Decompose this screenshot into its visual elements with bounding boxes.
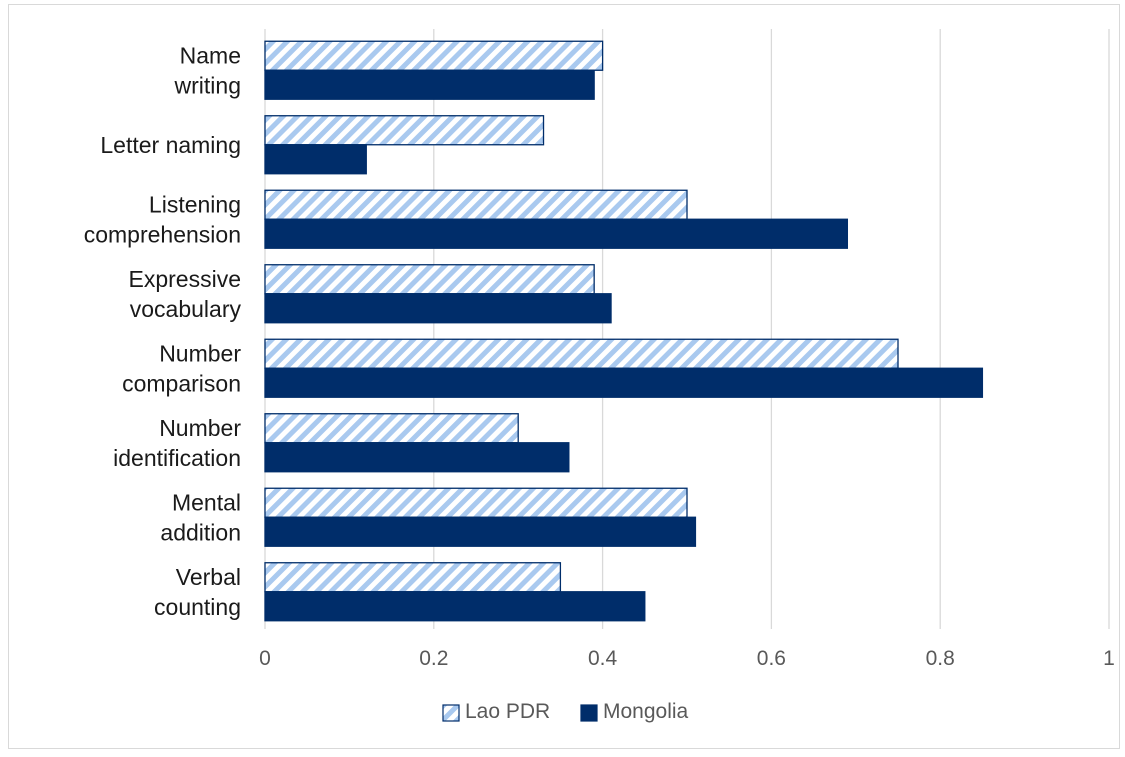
category-labels: Name writing Letter naming Listening compreh… [84,42,242,620]
category-label: Number comparison [122,340,241,396]
bars [264,40,984,622]
category-label: Expressive vocabulary [129,266,242,322]
x-tick-label: 1 [1103,647,1115,670]
bar-mongolia [264,367,984,398]
bar-lao-pdr [264,487,688,518]
bar-lao-pdr [264,338,899,369]
category-label: Name writing [174,42,241,98]
legend: Lao PDR Mongolia [442,700,689,723]
x-tick-label: 0.8 [926,647,955,670]
category-label: Verbal counting [154,564,241,620]
x-tick-label: 0 [259,647,271,670]
x-tick-label: 0.4 [588,647,618,670]
bar-mongolia [264,516,697,547]
category-label: Listening comprehension [84,191,241,247]
x-tick-label: 0.2 [419,647,448,670]
bar-lao-pdr [264,40,604,71]
x-tick-labels: 0 0.2 0.4 0.6 0.8 1 [259,647,1115,670]
legend-swatch-lao-pdr [442,704,460,722]
bar-mongolia [264,293,612,324]
bar-mongolia [264,442,570,473]
legend-label-mongolia: Mongolia [603,700,689,723]
category-label: Letter naming [100,132,241,158]
chart-frame: Name writing Letter naming Listening compreh… [8,4,1120,749]
category-label: Mental addition [160,489,241,545]
legend-label-lao-pdr: Lao PDR [465,700,550,723]
bar-mongolia [264,69,595,100]
bar-mongolia [264,218,849,249]
legend-swatch-mongolia [580,704,598,722]
x-tick-label: 0.6 [757,647,786,670]
bar-lao-pdr [264,115,545,146]
bar-mongolia [264,144,367,175]
bar-chart: Name writing Letter naming Listening compreh… [84,29,1115,723]
bar-lao-pdr [264,413,519,444]
category-label: Number identification [113,415,241,471]
bar-lao-pdr [264,264,595,295]
bar-lao-pdr [264,562,562,593]
bar-mongolia [264,591,646,622]
bar-lao-pdr [264,189,688,220]
